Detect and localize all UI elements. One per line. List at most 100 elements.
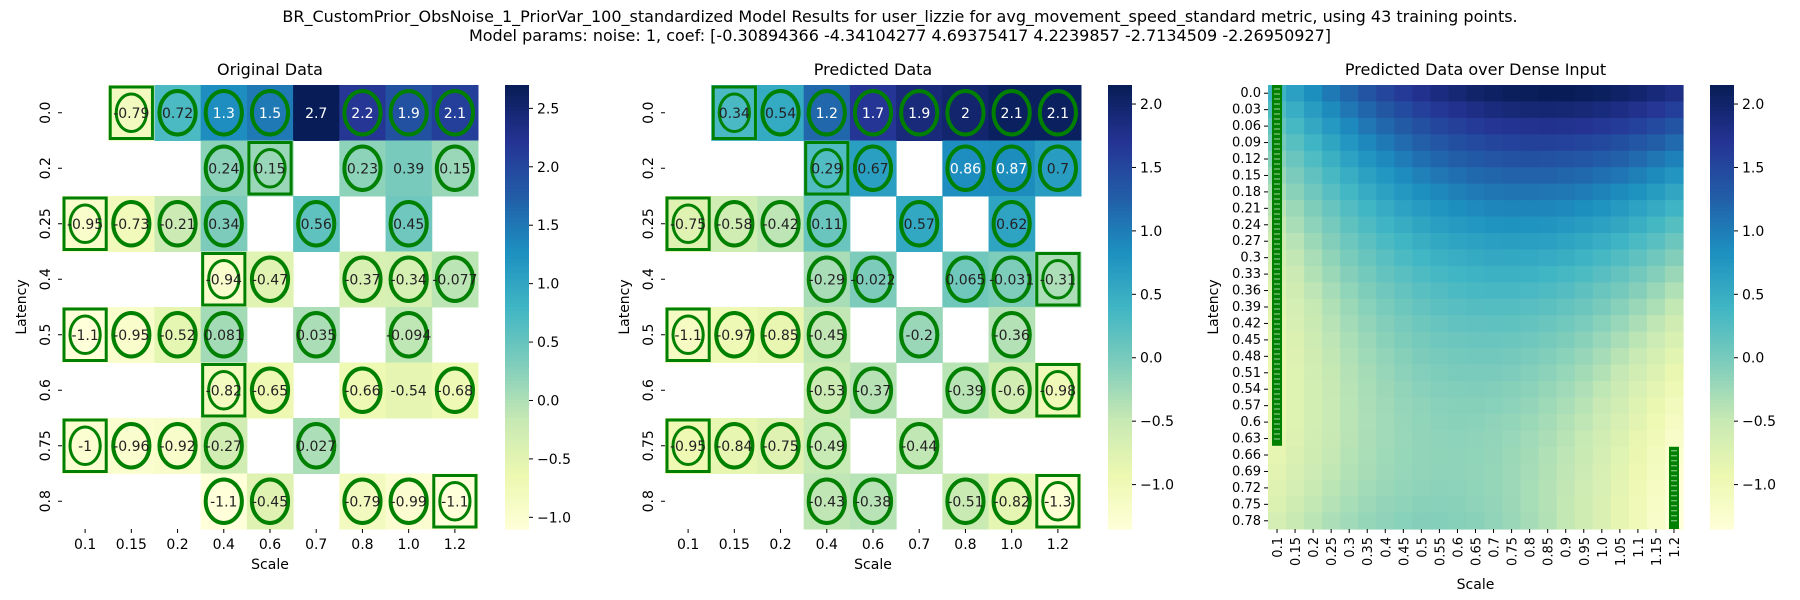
dense-heatmap-cell	[1628, 200, 1648, 218]
dense-heatmap-cell	[1340, 200, 1359, 218]
x-tick-label: 0.1	[677, 537, 699, 553]
colorbar-2-gradient-band	[1710, 484, 1734, 489]
colorbar-1-gradient-band	[1108, 325, 1132, 330]
y-tick-label: 0.54	[1232, 382, 1261, 397]
ellipse-marker	[203, 477, 244, 525]
heatmap-cell	[431, 362, 479, 419]
heatmap-cell	[200, 140, 248, 197]
colorbar-0-gradient-band	[505, 355, 529, 360]
dense-heatmap-cell	[1286, 446, 1305, 464]
colorbar-2-gradient-band	[1710, 136, 1734, 142]
dense-heatmap-cell	[1538, 496, 1558, 514]
colorbar-1-gradient-band	[1108, 292, 1132, 297]
colorbar-0-gradient-band	[505, 110, 529, 116]
heatmap-cell	[942, 140, 990, 197]
colorbar-0-gradient-band	[505, 436, 529, 441]
dense-heatmap-cell	[1538, 216, 1558, 234]
dense-heatmap-cell	[1502, 101, 1522, 119]
x-tick-label: 0.15	[719, 537, 750, 553]
rect-marker	[62, 307, 108, 362]
y-axis-label: Latency	[617, 279, 633, 334]
dense-heatmap-cell	[1448, 101, 1468, 119]
dense-heatmap-cell	[1322, 364, 1341, 382]
heatmap-cell	[803, 418, 851, 474]
cell-value-label: 0.081	[204, 328, 244, 344]
dense-heatmap-cell	[1628, 183, 1648, 201]
dense-heatmap-cell	[1484, 397, 1504, 415]
colorbar-2-gradient-band	[1710, 118, 1734, 123]
dense-heatmap-cell	[1412, 430, 1431, 448]
dense-heatmap-cell	[1394, 348, 1413, 366]
dense-heatmap-cell	[1520, 117, 1540, 135]
colorbar-2-gradient-band	[1710, 162, 1734, 167]
dense-heatmap-cell	[1538, 183, 1558, 201]
colorbar-1-gradient-band	[1108, 310, 1132, 315]
dense-heatmap-cell	[1448, 512, 1468, 530]
dense-heatmap-cell	[1574, 233, 1594, 251]
ellipse-marker	[68, 425, 102, 466]
colorbar-0-gradient-band	[505, 277, 529, 282]
ellipse-marker	[806, 477, 847, 525]
colorbar-2-gradient-band	[1710, 340, 1734, 345]
colorbar-1-gradient-band	[1108, 406, 1132, 412]
dense-heatmap-cell	[1664, 282, 1684, 300]
dense-heatmap-cell	[1286, 265, 1305, 283]
colorbar-2-gradient-band	[1710, 410, 1734, 415]
cell-value-label: 0.67	[857, 161, 888, 177]
dense-heatmap-cell	[1376, 183, 1395, 201]
dense-heatmap-cell	[1466, 282, 1486, 300]
colorbar-2-gradient-band	[1710, 307, 1734, 312]
colorbar-2-gradient-band	[1710, 133, 1734, 138]
colorbar-2-gradient-band	[1710, 425, 1734, 430]
colorbar-2-gradient-band	[1710, 525, 1734, 530]
cell-value-label: -0.022	[850, 272, 895, 288]
colorbar-0-gradient-band	[505, 196, 529, 201]
colorbar-2-gradient-band	[1710, 129, 1734, 134]
dense-heatmap-cell	[1610, 101, 1630, 119]
cell-value-label: -0.52	[159, 328, 195, 344]
cell-value-label: -1.3	[1044, 494, 1071, 510]
dense-heatmap-cell	[1574, 167, 1594, 185]
heatmap-cell	[200, 473, 248, 530]
heatmap-cell	[339, 85, 387, 141]
dense-heatmap-cell	[1610, 134, 1630, 152]
dense-heatmap-cell	[1286, 101, 1305, 119]
colorbar-1-gradient-band	[1108, 181, 1132, 186]
colorbar-2-gradient-band	[1710, 125, 1734, 130]
dense-heatmap-cell	[1286, 430, 1305, 448]
dense-heatmap-cell	[1628, 446, 1648, 464]
colorbar-1-gradient-band	[1108, 258, 1132, 264]
dense-heatmap-cell	[1592, 348, 1612, 366]
dense-heatmap-cell	[1340, 463, 1359, 481]
colorbar-0-gradient-band	[505, 85, 529, 90]
dense-heatmap-cell	[1592, 397, 1612, 415]
colorbar-2-gradient-band	[1710, 288, 1734, 293]
colorbar-0-gradient-band	[505, 484, 529, 489]
dense-heatmap-cell	[1466, 150, 1486, 168]
dense-heatmap-cell	[1484, 446, 1504, 464]
colorbar-0-gradient-band	[505, 118, 529, 123]
colorbar-1-gradient-band	[1108, 284, 1132, 290]
heatmap-cell	[757, 85, 805, 141]
dense-heatmap-cell	[1592, 101, 1612, 119]
colorbar-2-gradient-band	[1710, 510, 1734, 515]
dense-heatmap-cell	[1394, 265, 1413, 283]
chart-0-title: Original Data	[217, 60, 323, 79]
dense-heatmap-cell	[1466, 117, 1486, 135]
ellipse-marker	[852, 255, 894, 303]
colorbar-0-gradient-band	[505, 406, 529, 412]
dense-heatmap-cell	[1610, 265, 1630, 283]
ellipse-marker	[945, 144, 986, 192]
rect-marker	[665, 307, 711, 362]
heatmap-cell	[339, 251, 387, 308]
colorbar-1-gradient-band	[1108, 495, 1132, 500]
colorbar-0-gradient-band	[505, 414, 529, 419]
ellipse-marker	[157, 200, 198, 248]
dense-heatmap-cell	[1664, 348, 1684, 366]
dense-heatmap-cell	[1304, 265, 1323, 283]
dense-heatmap-cell	[1502, 167, 1522, 185]
colorbar-2-gradient-band	[1710, 266, 1734, 271]
heatmap-cell	[942, 362, 990, 419]
dense-heatmap-cell	[1664, 150, 1684, 168]
dense-heatmap-cell	[1358, 85, 1377, 103]
